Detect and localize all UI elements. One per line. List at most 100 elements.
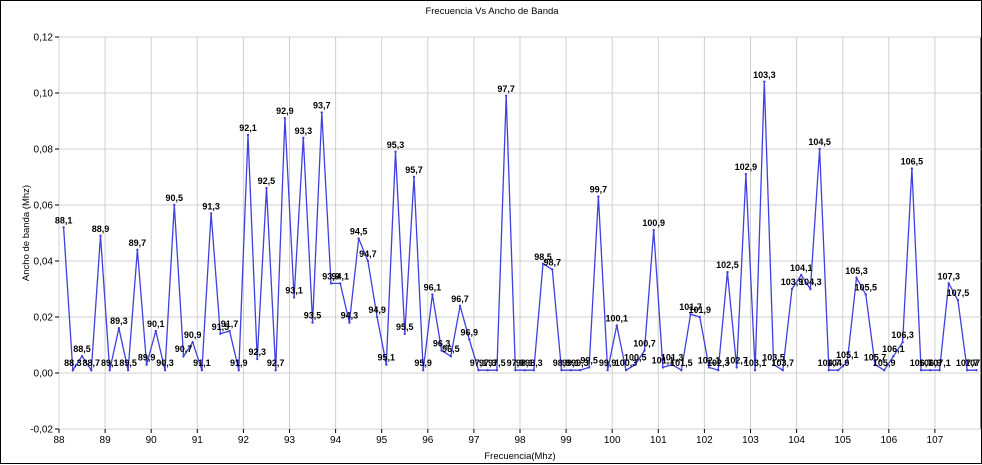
data-point-label: 96,3 <box>433 339 451 349</box>
data-point-label: 102,3 <box>707 358 730 368</box>
data-point: 106,5 <box>901 157 924 170</box>
data-point-label: 92,7 <box>267 358 285 368</box>
data-point-label: 103,9 <box>781 277 804 287</box>
data-point: 92,9 <box>276 106 294 120</box>
data-point-marker <box>283 117 287 120</box>
data-point-marker <box>873 363 877 366</box>
data-point: 99,5 <box>580 355 598 369</box>
data-point-label: 88,9 <box>92 224 110 234</box>
data-point: 96,1 <box>424 283 441 296</box>
data-point-label: 91,3 <box>202 201 220 211</box>
data-point: 101,5 <box>670 358 693 372</box>
data-point-label: 106,3 <box>891 330 914 340</box>
y-tick-label: 0,12 <box>34 33 54 44</box>
data-point-label: 99,9 <box>599 358 617 368</box>
data-point-label: 94,3 <box>341 311 359 321</box>
data-point-label: 102,7 <box>725 355 748 365</box>
data-point-label: 95,9 <box>414 358 432 368</box>
x-axis-title: Frecuencia(Mhz) <box>484 451 555 462</box>
data-point-marker <box>302 136 305 139</box>
chart-title: Frecuencia Vs Ancho de Banda <box>425 6 559 17</box>
data-point-marker <box>763 80 766 84</box>
data-point-label: 97,1 <box>470 358 488 368</box>
data-point: 91,9 <box>230 358 248 372</box>
data-point-marker <box>200 369 204 372</box>
data-point: 102,5 <box>716 260 739 274</box>
data-point-marker <box>551 268 554 271</box>
data-point-label: 105,9 <box>873 358 896 368</box>
data-point-label: 98,5 <box>534 252 552 262</box>
data-point-marker <box>781 369 784 372</box>
y-tick-label: 0,04 <box>34 257 54 268</box>
data-point: 103,7 <box>772 358 794 372</box>
data-point: 96,7 <box>451 294 469 307</box>
data-point-marker <box>348 321 351 324</box>
data-point-label: 105,1 <box>836 350 859 360</box>
data-point-marker <box>486 369 489 372</box>
data-point: 93,5 <box>304 311 321 324</box>
data-point-marker <box>504 94 508 98</box>
x-tick-label: 104 <box>788 435 805 446</box>
data-point-marker <box>569 369 572 372</box>
data-point: 97,5 <box>488 358 506 372</box>
data-point-label: 107,7 <box>956 358 979 368</box>
data-point: 101,7 <box>679 302 702 316</box>
data-point-marker <box>717 369 720 372</box>
data-point: 100,5 <box>624 353 647 366</box>
data-point: 99,3 <box>571 358 589 372</box>
data-point-label: 96,7 <box>451 294 469 304</box>
data-point: 94,7 <box>359 249 377 263</box>
data-point-marker <box>560 369 563 372</box>
data-point-marker <box>495 369 499 372</box>
y-tick-label: 0,06 <box>34 201 54 212</box>
data-point-marker <box>919 369 923 372</box>
data-point-marker <box>403 332 406 335</box>
data-point-label: 97,5 <box>488 358 506 368</box>
y-tick-label: 0,02 <box>34 313 54 324</box>
data-point-marker <box>800 273 803 277</box>
data-point-marker <box>117 327 121 330</box>
data-point-marker <box>514 369 517 372</box>
data-point-label: 102,5 <box>716 260 739 270</box>
data-point-label: 100,9 <box>642 218 665 228</box>
data-point-marker <box>182 355 185 358</box>
data-point: 99,9 <box>599 358 617 372</box>
data-point: 92,7 <box>267 358 285 372</box>
data-point-marker <box>615 324 619 327</box>
data-point: 103,1 <box>744 358 766 372</box>
data-point: 93,3 <box>295 126 312 139</box>
data-point-label: 98,7 <box>544 257 562 267</box>
data-point: 88,1 <box>55 215 72 229</box>
data-point: 105,9 <box>873 358 896 372</box>
data-point-marker <box>375 315 379 319</box>
data-point: 99,1 <box>562 358 579 372</box>
data-point-marker <box>126 369 130 372</box>
data-point-label: 101,1 <box>652 355 675 365</box>
data-point-label: 93,1 <box>285 285 303 295</box>
data-point-label: 106,7 <box>910 358 933 368</box>
data-point-label: 106,5 <box>901 157 924 167</box>
data-point-marker <box>652 229 655 232</box>
data-point: 104,9 <box>827 358 849 372</box>
data-point: 95,5 <box>396 322 414 335</box>
data-point-label: 88,7 <box>83 358 101 368</box>
data-point-marker <box>892 355 895 358</box>
x-tick-label: 92 <box>238 435 250 446</box>
data-point: 105,7 <box>864 353 886 366</box>
data-point-label: 92,3 <box>248 347 266 357</box>
data-point: 98,5 <box>534 252 552 265</box>
data-point: 101,1 <box>652 355 675 369</box>
data-point: 100,9 <box>642 218 665 232</box>
data-point: 91,7 <box>221 319 238 333</box>
data-point-marker <box>523 369 526 372</box>
data-point-marker <box>910 167 914 170</box>
data-point-label: 99,3 <box>571 358 589 368</box>
data-point: 106,1 <box>882 344 905 358</box>
data-point-marker <box>707 366 711 369</box>
data-point-label: 103,3 <box>753 70 776 80</box>
data-point-label: 89,1 <box>101 358 119 368</box>
data-point-label: 101,5 <box>670 358 693 368</box>
x-tick-label: 94 <box>330 435 342 446</box>
data-point-label: 90,7 <box>175 344 193 354</box>
data-point-label: 94,5 <box>350 227 368 237</box>
